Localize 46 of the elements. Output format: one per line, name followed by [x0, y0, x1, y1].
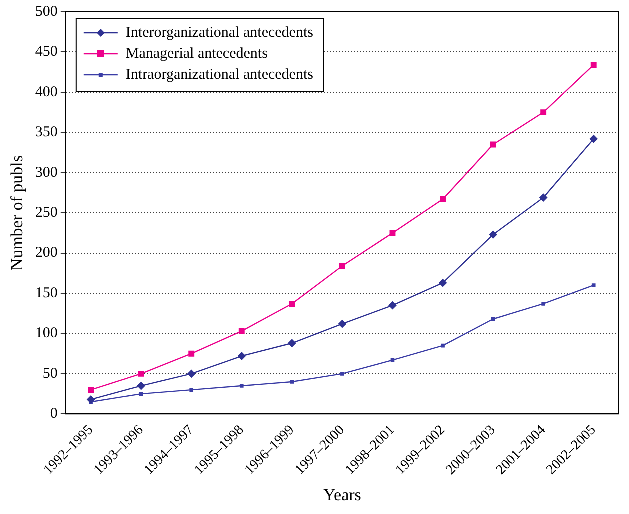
point	[390, 230, 396, 236]
point	[340, 372, 344, 376]
point	[338, 320, 346, 328]
point	[490, 142, 496, 148]
y-tick-label: 100	[35, 326, 58, 342]
point	[139, 392, 144, 396]
y-tick-label: 150	[35, 285, 58, 302]
point	[441, 344, 445, 348]
point	[540, 110, 547, 116]
legend-label: Interorganizational antecedents	[126, 24, 314, 41]
point	[290, 380, 294, 384]
point	[592, 284, 596, 288]
point	[188, 370, 196, 378]
point	[288, 339, 296, 348]
y-tick-label: 50	[42, 366, 58, 382]
y-tick-label: 350	[35, 124, 58, 141]
y-tick-label: 300	[35, 164, 58, 181]
y-axis-title: Number of publs	[8, 155, 27, 271]
x-axis-title: Years	[323, 485, 362, 504]
point	[542, 302, 546, 306]
point	[590, 135, 598, 144]
point	[137, 382, 146, 390]
point	[188, 350, 195, 357]
point	[489, 230, 498, 239]
y-tick-label: 0	[50, 406, 58, 422]
y-tick-label: 450	[35, 44, 58, 60]
point	[339, 263, 346, 270]
point	[190, 388, 194, 392]
point	[138, 370, 144, 377]
point	[439, 279, 448, 288]
point	[440, 196, 446, 202]
legend-label: Intraorganizational antecedents	[126, 66, 314, 83]
point	[87, 396, 96, 404]
y-tick-label: 250	[35, 205, 58, 222]
point	[540, 194, 548, 202]
point	[238, 328, 245, 334]
point	[238, 352, 246, 360]
point	[240, 384, 244, 388]
point	[590, 62, 597, 68]
point	[388, 302, 397, 310]
point	[88, 387, 94, 394]
y-tick-label: 200	[35, 245, 58, 262]
y-tick-label: 400	[35, 84, 58, 100]
y-tick-label: 500	[35, 4, 58, 20]
legend-label: Managerial antecedents	[126, 46, 268, 62]
point	[289, 301, 296, 307]
